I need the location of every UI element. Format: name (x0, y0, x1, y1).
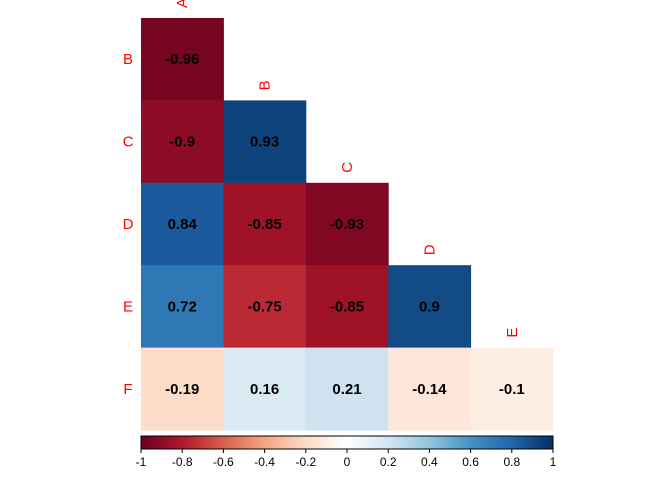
cell-value-label: 0.16 (250, 381, 279, 398)
heatmap-cell-E-A (141, 265, 224, 349)
heatmap-cell-C-A (141, 100, 224, 184)
column-label-B: B (257, 80, 274, 90)
row-label-D: D (123, 216, 134, 233)
colorbar-tick-label: 0.6 (462, 455, 479, 469)
heatmap-cells: -0.96 -0.9 0.93 0.84 -0.85 -0.93 0.72 -0.75 -0.8… (141, 18, 554, 431)
colorbar-gradient (140, 435, 554, 450)
cell-value-label: 0.93 (250, 134, 279, 151)
row-label-C: C (123, 134, 134, 151)
cell-value-label: -0.14 (412, 381, 447, 398)
colorbar-tick-label: 0.4 (421, 455, 438, 469)
cell-value-label: -0.19 (165, 381, 199, 398)
colorbar-tick-label: 0 (344, 455, 351, 469)
column-label-E: E (504, 328, 521, 338)
heatmap-cell-F-C (305, 347, 389, 431)
heatmap-cell-F-D (388, 347, 472, 431)
heatmap-cell-D-A (141, 182, 224, 266)
cell-value-label: -0.96 (165, 51, 199, 68)
colorbar-tick-label: 0.8 (503, 455, 520, 469)
colorbar-tick-label: 0.2 (380, 455, 397, 469)
cell-value-label: -0.85 (330, 298, 364, 315)
heatmap-cell-E-C (305, 265, 389, 349)
cell-value-label: -0.93 (330, 216, 364, 233)
heatmap-cell-F-B (223, 347, 307, 431)
heatmap-cell-E-D (388, 265, 472, 349)
heatmap-cell-E-B (223, 265, 307, 349)
cell-value-label: -0.9 (169, 134, 195, 151)
colorbar-tick-label: -0.6 (213, 455, 234, 469)
column-label-D: D (421, 244, 438, 255)
colorbar: -1 -0.8 -0.6 -0.4 -0.2 0 0.2 0.4 0.6 0.8 1 (136, 435, 557, 469)
cell-value-label: 0.9 (419, 298, 440, 315)
cell-value-label: -0.1 (499, 381, 525, 398)
row-label-B: B (123, 51, 133, 68)
heatmap-cell-B-A (141, 18, 224, 101)
colorbar-tick-label: -1 (136, 455, 147, 469)
cell-value-label: 0.21 (332, 381, 361, 398)
colorbar-tick-label: -0.8 (172, 455, 193, 469)
heatmap-cell-D-B (223, 182, 307, 266)
cell-value-label: -0.75 (247, 298, 281, 315)
heatmap-cell-F-A (141, 347, 224, 431)
row-label-E: E (123, 298, 133, 315)
row-labels: B C D E F (123, 51, 134, 398)
cell-value-label: -0.85 (247, 216, 281, 233)
row-label-F: F (123, 381, 132, 398)
column-label-A: A (174, 0, 191, 8)
column-label-C: C (339, 162, 356, 173)
heatmap-cell-D-C (305, 182, 389, 266)
cell-value-label: 0.84 (168, 216, 198, 233)
column-labels: A B C D E (174, 0, 521, 338)
cell-value-label: 0.72 (168, 298, 197, 315)
colorbar-tick-label: -0.2 (295, 455, 316, 469)
colorbar-tick-label: -0.4 (254, 455, 275, 469)
colorbar-tick-label: 1 (550, 455, 557, 469)
heatmap-cell-F-E (470, 347, 554, 431)
heatmap-cell-C-B (223, 100, 307, 184)
